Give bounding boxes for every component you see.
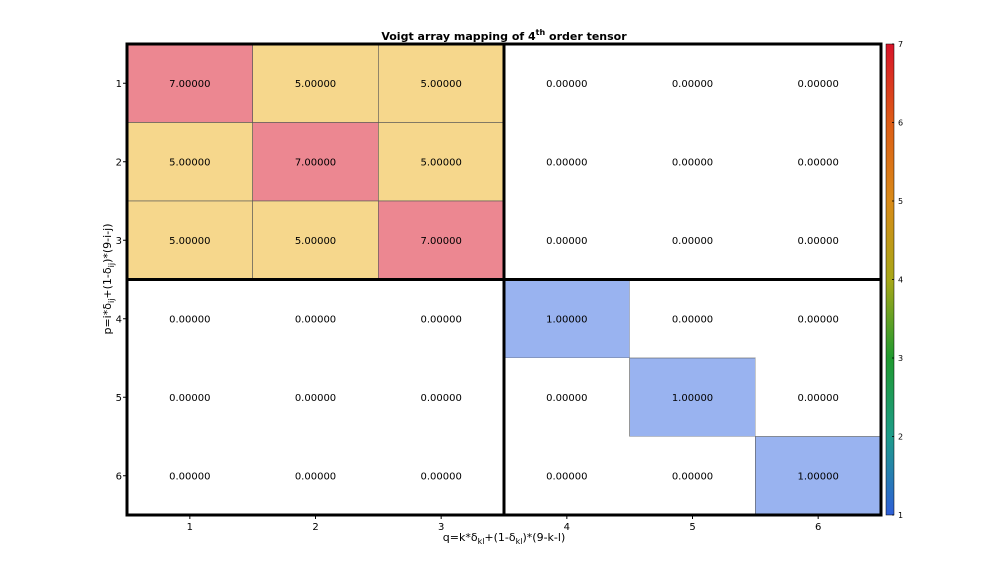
cell-value-label: 5.00000 <box>295 236 336 247</box>
cell-value-label: 5.00000 <box>169 157 210 168</box>
heatmap-cells <box>126 43 882 516</box>
cell-value-label: 0.00000 <box>546 393 587 404</box>
cell-value-label: 0.00000 <box>672 157 713 168</box>
cell-value-label: 0.00000 <box>295 471 336 482</box>
cell-value-label: 0.00000 <box>797 236 838 247</box>
heatmap-cell <box>504 201 630 280</box>
cell-value-label: 0.00000 <box>295 393 336 404</box>
cell-value-label: 0.00000 <box>420 471 461 482</box>
cell-value-label: 7.00000 <box>420 236 461 247</box>
x-tick-label: 3 <box>438 522 444 533</box>
heatmap-cell <box>504 358 630 437</box>
x-tick-label: 4 <box>564 522 570 533</box>
heatmap-cell <box>378 200 505 280</box>
cell-value-label: 5.00000 <box>420 79 461 90</box>
cell-value-label: 0.00000 <box>169 393 210 404</box>
cell-value-label: 0.00000 <box>546 236 587 247</box>
heatmap-cell <box>629 436 756 515</box>
cell-value-label: 0.00000 <box>295 314 336 325</box>
x-tick-label: 6 <box>815 522 821 533</box>
cell-value-label: 0.00000 <box>420 393 461 404</box>
cell-value-label: 7.00000 <box>169 79 210 90</box>
cell-value-label: 0.00000 <box>420 314 461 325</box>
colorbar-tick-label: 5 <box>898 197 903 206</box>
cell-value-label: 7.00000 <box>295 157 336 168</box>
cell-value-label: 0.00000 <box>169 314 210 325</box>
heatmap-cell <box>252 200 379 280</box>
chart-title: Voigt array mapping of 4th order tensor <box>381 28 627 43</box>
colorbar-tick-label: 3 <box>898 354 903 363</box>
heatmap-cell <box>629 201 756 280</box>
y-axis-ticks: 1 2 3 4 5 6 <box>116 79 127 482</box>
colorbar-tick-label: 4 <box>898 276 903 285</box>
heatmap-cell <box>127 436 253 515</box>
heatmap-cell <box>755 44 881 123</box>
y-tick-label: 3 <box>116 236 122 247</box>
colorbar-tick-label: 7 <box>898 40 903 49</box>
heatmap-cell <box>755 279 881 358</box>
heatmap-cell <box>504 436 630 515</box>
plot-frame <box>125 42 883 517</box>
y-tick-label: 5 <box>116 393 122 404</box>
heatmap-cell <box>503 279 630 359</box>
heatmap-cell <box>629 357 756 437</box>
x-tick-label: 2 <box>312 522 318 533</box>
heatmap-cell <box>252 436 379 515</box>
cell-value-label: 0.00000 <box>672 314 713 325</box>
cell-value-label: 1.00000 <box>672 393 713 404</box>
colorbar-tick-label: 2 <box>898 433 903 442</box>
heatmap-cell <box>126 200 253 280</box>
x-tick-label: 1 <box>187 522 193 533</box>
heatmap-cell <box>629 122 756 201</box>
y-axis-label: p=i*δij+(1-δij)*(9-i-j) <box>101 223 116 334</box>
cell-value-label: 0.00000 <box>797 393 838 404</box>
colorbar-tick-label: 1 <box>898 511 903 520</box>
y-tick-label: 2 <box>116 157 122 168</box>
cell-value-label: 0.00000 <box>169 471 210 482</box>
heatmap-cell <box>378 122 505 202</box>
colorbar-tick-label: 6 <box>898 119 903 128</box>
cell-value-label: 0.00000 <box>546 157 587 168</box>
colorbar-ticks: 1 2 3 4 5 6 7 <box>892 40 903 520</box>
x-tick-label: 5 <box>689 522 695 533</box>
cell-value-label: 1.00000 <box>546 314 587 325</box>
heatmap-cell <box>378 358 504 437</box>
cell-value-label: 5.00000 <box>295 79 336 90</box>
heatmap-cell <box>378 436 504 515</box>
heatmap-cell <box>629 44 756 123</box>
block-dividers <box>127 44 881 515</box>
heatmap-cell <box>755 201 881 280</box>
cell-value-label: 0.00000 <box>797 157 838 168</box>
heatmap-cell <box>504 122 630 201</box>
x-axis-ticks: 1 2 3 4 5 6 <box>187 515 821 533</box>
heatmap-cell <box>252 358 379 437</box>
cell-value-label: 0.00000 <box>546 471 587 482</box>
heatmap-cell <box>755 122 881 201</box>
heatmap-cell <box>127 279 253 358</box>
cell-value-label: 0.00000 <box>546 79 587 90</box>
cell-value-label: 5.00000 <box>420 157 461 168</box>
heatmap-cell <box>378 279 504 358</box>
cell-value-label: 0.00000 <box>797 79 838 90</box>
heatmap-cell-labels: 7.00000 5.00000 5.00000 0.00000 0.00000 0.000… <box>169 79 839 483</box>
cell-value-label: 1.00000 <box>797 471 838 482</box>
cell-value-label: 0.00000 <box>672 79 713 90</box>
y-tick-label: 6 <box>116 471 122 482</box>
cell-value-label: 0.00000 <box>672 471 713 482</box>
cell-value-label: 5.00000 <box>169 236 210 247</box>
heatmap-cell <box>252 43 379 123</box>
y-tick-label: 1 <box>116 79 122 90</box>
heatmap-cell <box>126 43 253 123</box>
x-axis-label: q=k*δkl+(1-δkl)*(9-k-l) <box>443 531 566 546</box>
y-tick-label: 4 <box>116 314 122 325</box>
cell-value-label: 0.00000 <box>797 314 838 325</box>
cell-value-label: 0.00000 <box>672 236 713 247</box>
heatmap-cell <box>504 44 630 123</box>
heatmap-cell <box>629 279 756 358</box>
heatmap-cell <box>127 358 253 437</box>
heatmap-cell <box>252 279 379 358</box>
heatmap-cell <box>755 358 881 437</box>
